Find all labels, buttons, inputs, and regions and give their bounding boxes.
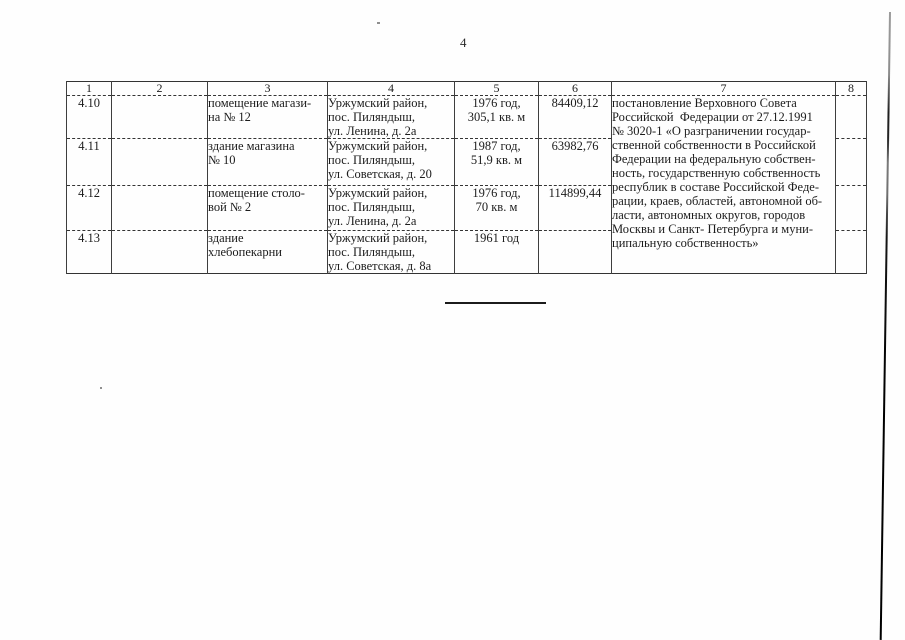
cell-address: Уржумский район, пос. Пиляндыш, ул. Советс…: [327, 230, 455, 274]
text-line: здание магазина: [208, 139, 295, 154]
cell-value: 63982,76: [538, 138, 612, 186]
text-line: Уржумский район,: [328, 139, 428, 154]
cell-address: Уржумский район, пос. Пиляндыш, ул. Ленина…: [327, 185, 455, 231]
text-line: 51,9 кв. м: [470, 153, 523, 167]
table-row: 4.10 помещение магази-на № 12 Уржумский …: [66, 95, 867, 274]
text-line: ул. Ленина, д. 2а: [328, 214, 417, 228]
page-number: 4: [460, 35, 467, 50]
text-line: ственной собственности в Российской: [612, 138, 816, 152]
text-line: ул. Советская, д. 8а: [328, 259, 432, 273]
cell-year-area: 1987 год, 51,9 кв. м: [454, 138, 539, 186]
cell-empty: [835, 138, 867, 186]
cell-address: Уржумский район, пос. Пиляндыш, ул. Советс…: [327, 138, 455, 186]
column-header-2: 2: [111, 81, 208, 96]
cell-value: 84409,12: [538, 95, 612, 139]
text-line: помещение столо-: [208, 186, 305, 201]
text-line: помещение магази-: [208, 96, 312, 111]
column-header-6: 6: [538, 81, 612, 96]
text-line: Федерации на федеральную собствен-: [612, 152, 816, 166]
cell-item-number: 4.12: [66, 185, 112, 231]
text-line: 305,1 кв. м: [467, 110, 526, 124]
text-line: ул. Советская, д. 20: [328, 167, 432, 181]
cell-year-area: 1961 год: [454, 230, 539, 274]
text-line: республик в составе Российской Феде-: [612, 180, 820, 194]
table-row: 4.12 помещение столо-вой № 2 Уржумский р…: [66, 185, 867, 231]
cell-item-number: 4.11: [66, 138, 112, 186]
cell-value: 114899,44: [538, 185, 612, 231]
table-row: 4.11 здание магазина № 10 Уржумский район…: [66, 138, 867, 186]
text-line: Москвы и Санкт- Петербурга и муни-: [612, 222, 814, 236]
cell-object-name: помещение магази-на № 12: [207, 95, 328, 139]
text-line: рации, краев, областей, автономной об-: [612, 194, 823, 208]
signature-rule: [445, 302, 546, 304]
scan-speck: [100, 387, 102, 389]
cell-empty: [835, 230, 867, 274]
cell-address: Уржумский район, пос. Пиляндыш, ул. Ленина…: [327, 95, 455, 139]
text-line: пос. Пиляндыш,: [328, 245, 415, 259]
table-row: 4.13 здание хлебопекарни Уржумский район,…: [66, 230, 867, 274]
text-line: Уржумский район,: [328, 96, 428, 111]
text-line: пос. Пиляндыш,: [328, 153, 415, 167]
cell-empty: [111, 185, 208, 231]
text-line: 1987 год,: [472, 139, 521, 154]
cell-value: [538, 230, 612, 274]
cell-year-area: 1976 год, 305,1 кв. м: [454, 95, 539, 139]
text-line: Уржумский район,: [328, 186, 428, 201]
cell-empty: [111, 95, 208, 139]
table-header-row: 1 2 3 4 5 6 7 8: [66, 81, 867, 96]
text-line: Российской Федерации от 27.12.1991: [612, 110, 813, 124]
cell-object-name: помещение столо-вой № 2: [207, 185, 328, 231]
column-header-1: 1: [66, 81, 112, 96]
column-header-5: 5: [454, 81, 539, 96]
cell-legal-basis: постановление Верховного Совета Российско…: [611, 95, 836, 274]
text-line: здание: [208, 231, 244, 246]
text-line: ность, государственную собственность: [612, 166, 821, 180]
text-line: хлебопекарни: [208, 245, 282, 259]
text-line: ласти, автономных округов, городов: [612, 208, 806, 222]
text-line: Уржумский район,: [328, 231, 428, 246]
text-line: вой № 2: [208, 200, 252, 214]
property-table: 1 2 3 4 5 6 7 8 4.10 помещение магази-на…: [66, 81, 867, 274]
cell-item-number: 4.13: [66, 230, 112, 274]
cell-year-area: 1976 год, 70 кв. м: [454, 185, 539, 231]
text-line: на № 12: [208, 110, 251, 124]
text-line: пос. Пиляндыш,: [328, 110, 415, 124]
scan-artifact-line: [879, 12, 891, 640]
column-header-7: 7: [611, 81, 836, 96]
cell-empty: [835, 95, 867, 139]
cell-empty: [111, 230, 208, 274]
text-line: ципальную собственность»: [612, 236, 759, 250]
column-header-3: 3: [207, 81, 328, 96]
column-header-4: 4: [327, 81, 455, 96]
cell-object-name: здание хлебопекарни: [207, 230, 328, 274]
cell-object-name: здание магазина № 10: [207, 138, 328, 186]
text-line: 1976 год,: [472, 186, 521, 201]
text-line: № 10: [208, 153, 236, 167]
column-header-8: 8: [835, 81, 867, 96]
text-line: № 3020-1 «О разграничении государ-: [612, 124, 811, 138]
text-line: 1961 год: [473, 231, 520, 246]
scan-speck: [377, 22, 380, 24]
cell-item-number: 4.10: [66, 95, 112, 139]
text-line: пос. Пиляндыш,: [328, 200, 415, 214]
cell-empty: [835, 185, 867, 231]
cell-empty: [111, 138, 208, 186]
text-line: 70 кв. м: [475, 200, 518, 214]
text-line: ул. Ленина, д. 2а: [328, 124, 417, 138]
text-line: 1976 год,: [472, 96, 521, 111]
text-line: постановление Верховного Совета: [612, 96, 797, 111]
